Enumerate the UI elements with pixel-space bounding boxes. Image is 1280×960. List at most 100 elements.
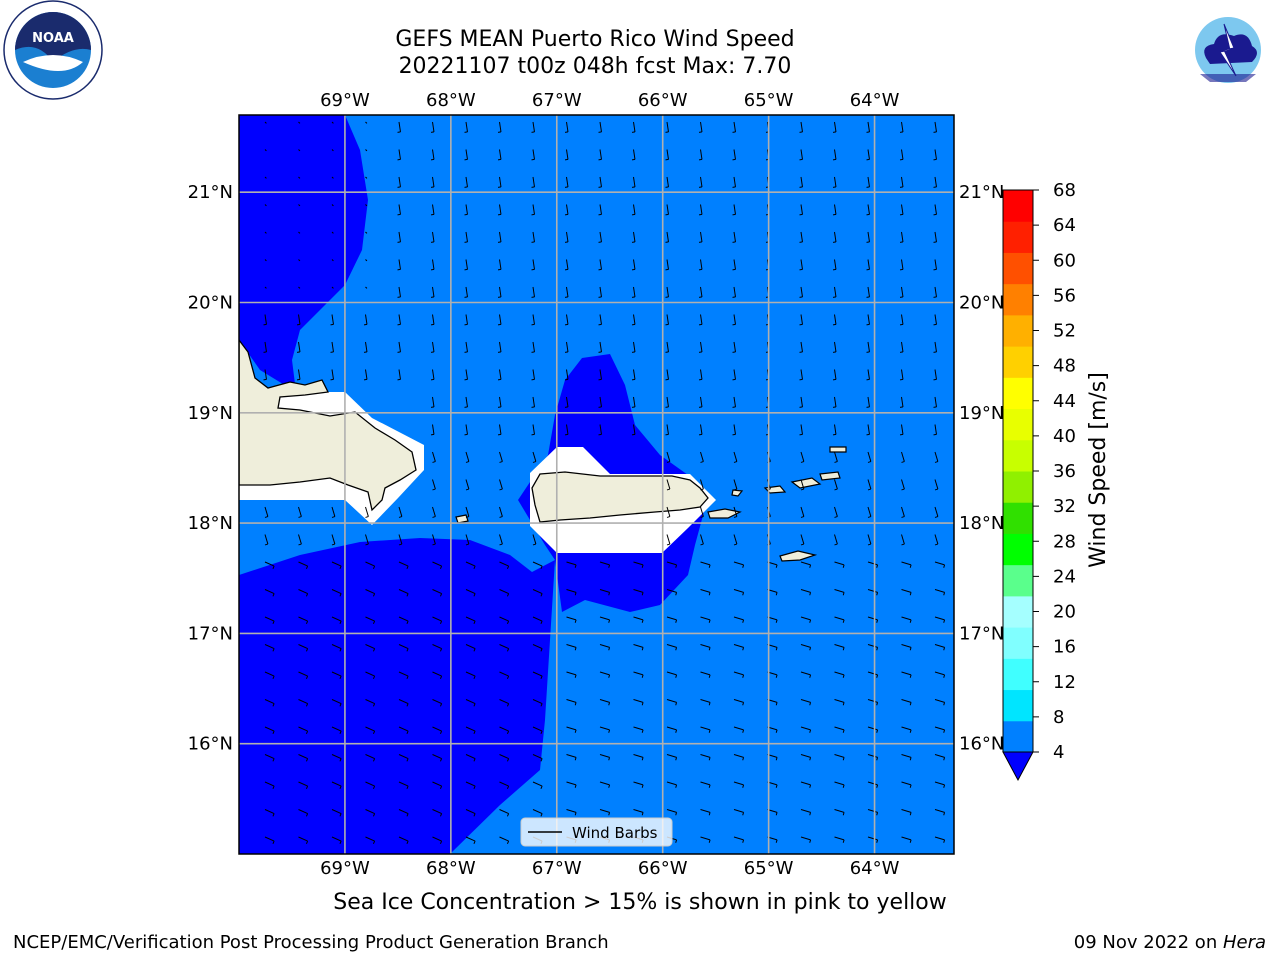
wind-barb (834, 314, 837, 325)
wind-barb (901, 286, 904, 297)
colorbar-segment (1003, 190, 1033, 222)
wind-barb (700, 534, 704, 545)
lat-tick-label: 21°N (959, 182, 1004, 203)
wind-barb (867, 231, 870, 242)
lon-tick-label: 66°W (638, 90, 688, 111)
wind-barb (398, 589, 409, 595)
wind-barb-flag (439, 840, 443, 845)
wind-barb (566, 726, 577, 731)
wind-barb (901, 589, 912, 593)
lat-tick-label: 19°N (959, 403, 1004, 424)
wind-barb-flag (506, 840, 510, 845)
wind-barb-flag (506, 593, 510, 597)
wind-barb-flag (339, 648, 342, 652)
wind-barb-flag (608, 592, 611, 596)
wind-barb (901, 754, 912, 758)
wind-barb (934, 561, 945, 566)
wind-barb (733, 341, 736, 352)
wind-barb-flag (909, 619, 912, 623)
wind-barb (700, 314, 703, 325)
wind-barb (499, 754, 509, 760)
graticule (239, 115, 954, 854)
wind-barb (599, 259, 602, 270)
wind-barb-flag (439, 648, 443, 652)
wind-barb-flag (909, 592, 912, 596)
colorbar-tick-label: 20 (1053, 602, 1076, 623)
wind-barb (465, 781, 476, 787)
wind-barb (834, 534, 838, 545)
wind-barb (365, 259, 368, 262)
wind-barb (666, 479, 671, 490)
wind-barb-flag (909, 564, 912, 568)
wind-barb-flag (506, 785, 510, 790)
lat-tick-label: 21°N (188, 182, 233, 203)
wind-barb-flag (943, 674, 946, 678)
wind-barb-flag (775, 784, 778, 788)
wind-barb-flag (540, 565, 543, 570)
wind-barb (700, 176, 703, 187)
wind-barb (700, 589, 711, 593)
wind-barb (934, 699, 945, 703)
wind-barb (298, 149, 301, 152)
wind-barb-flag (666, 543, 671, 546)
wind-barb (599, 699, 610, 703)
wind-barb (264, 836, 275, 842)
wind-barb (264, 231, 267, 234)
wind-barb (398, 204, 401, 215)
colorbar-segment (1003, 658, 1033, 691)
wind-barb (398, 506, 403, 517)
wind-barb (901, 369, 904, 380)
wind-barb (800, 369, 803, 380)
wind-barb-flag (733, 516, 738, 518)
wind-barb-flag (834, 543, 838, 546)
wind-barb (499, 726, 509, 732)
colorbar-segment (1003, 627, 1033, 659)
chart-subtitle: 20221107 t00z 048h fcst Max: 7.70 (398, 54, 792, 79)
wind-barb (365, 149, 368, 152)
wind-barb (834, 809, 845, 813)
wind-barb (733, 809, 744, 813)
wind-barb (666, 396, 669, 407)
wind-barb (499, 369, 502, 380)
wind-barb (398, 341, 401, 352)
wind-barb (700, 286, 703, 297)
wind-barb-flag (506, 730, 510, 735)
wind-barb (499, 286, 502, 297)
wind-barb-flag (608, 674, 611, 678)
wind-barb (666, 424, 669, 435)
wind-barb (633, 314, 636, 325)
wind-barb (264, 176, 267, 179)
wind-barb-flag (809, 702, 812, 706)
wind-barb (499, 204, 502, 215)
wind-barb (901, 314, 904, 325)
wind-barb-flag (901, 461, 905, 463)
wind-barb (867, 781, 878, 786)
wind-barb (633, 754, 644, 758)
wind-barb-flag (775, 647, 778, 651)
wind-barb (532, 561, 543, 567)
wind-barb (298, 616, 308, 622)
colorbar-tick-label: 16 (1053, 637, 1076, 658)
wind-barb (331, 616, 342, 622)
wind-barb-flag (675, 619, 678, 623)
wind-barb-flag (499, 488, 503, 491)
lat-tick-label: 20°N (959, 293, 1004, 314)
wind-barb (666, 231, 669, 242)
wind-barb (298, 671, 308, 677)
wind-barb (465, 754, 476, 760)
wind-barb (432, 396, 435, 407)
wind-barb (599, 424, 602, 435)
wind-barb (298, 286, 301, 289)
wind-barb-flag (901, 543, 905, 546)
lon-tick-label: 66°W (638, 858, 688, 879)
wind-barb (867, 204, 870, 215)
wind-barb (733, 204, 736, 215)
wind-barb (867, 589, 878, 593)
wind-barbs (263, 121, 946, 845)
wind-barb (934, 204, 937, 215)
colorbar-segment (1003, 346, 1033, 378)
footer-credit: NCEP/EMC/Verification Post Processing Pr… (13, 932, 609, 953)
wind-barb (398, 561, 409, 567)
wind-barb (331, 369, 334, 380)
wind-barb-flag (574, 729, 577, 733)
